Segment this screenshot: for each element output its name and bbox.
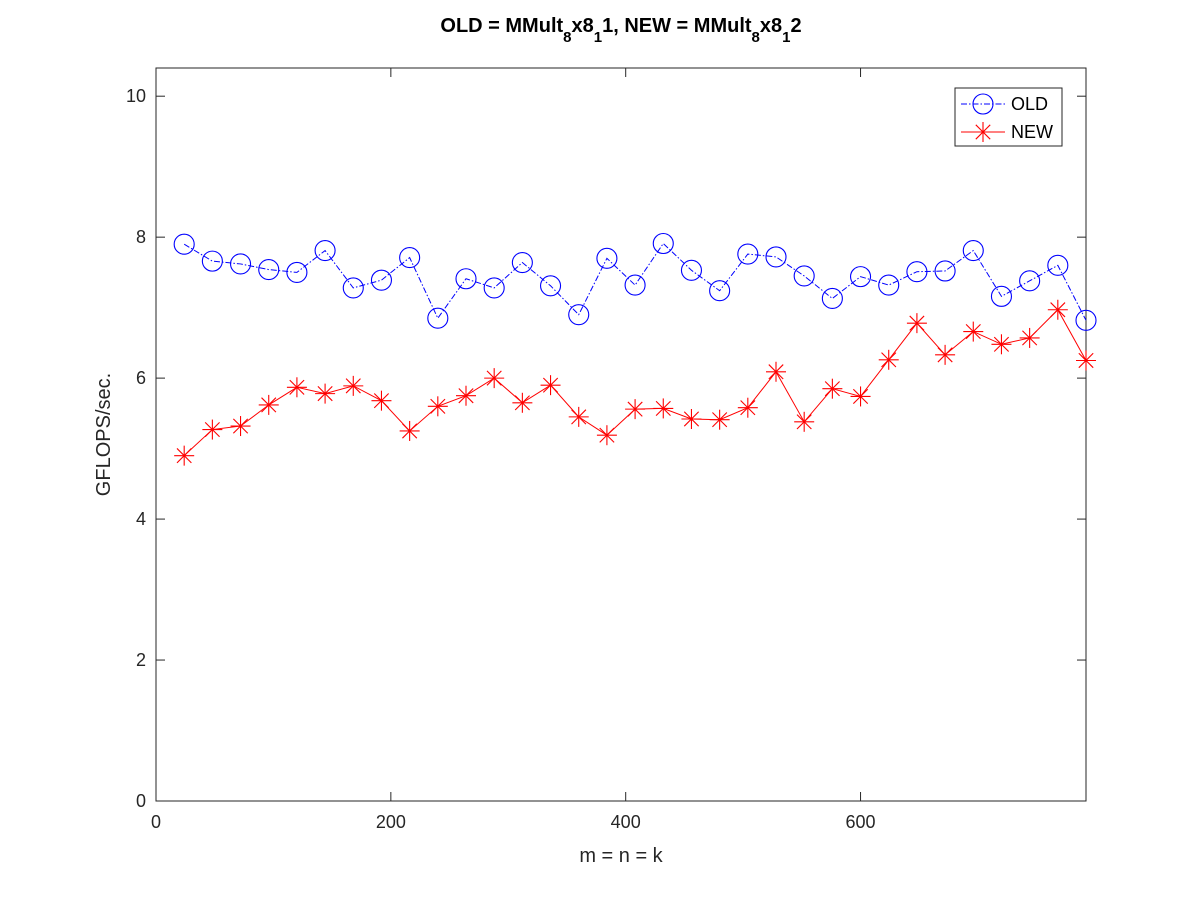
y-tick-label: 8 [136,227,146,247]
data-point-new [1019,327,1040,348]
title-subscript: 1 [782,29,790,46]
data-point-old [624,274,646,296]
data-point-new [399,420,420,441]
legend-marker-new [973,122,993,142]
data-point-new [1076,350,1096,371]
title-segment: 1, NEW = MMult [602,15,752,37]
data-point-new [653,398,674,419]
y-tick-label: 10 [126,86,146,106]
legend-box [954,87,1063,147]
data-point-new [737,397,758,418]
data-point-old [427,307,449,329]
data-point-old [765,246,787,268]
legend: OLD NEW [954,87,1063,147]
data-point-new [709,409,730,430]
data-point-old [934,260,956,282]
data-point-old [539,275,562,297]
data-point-old [906,261,928,283]
data-point-old [370,269,393,291]
data-point-old [455,268,477,290]
data-point-old [201,250,223,272]
data-point-old [680,259,703,281]
series-line-old [183,242,1087,321]
data-point-new [766,361,786,382]
title-subscript: 8 [752,29,760,46]
data-point-old [229,253,252,275]
data-point-new [991,334,1012,355]
data-point-new [681,408,702,429]
data-point-new [202,419,223,440]
data-point-new [230,416,251,437]
x-tick-label: 400 [611,812,641,832]
x-tick-label: 0 [151,812,161,832]
data-point-old [399,247,421,269]
data-point-old [1019,270,1041,292]
data-point-new [1047,299,1068,320]
title-subscript: 1 [594,29,602,46]
data-point-old [878,274,900,296]
data-point-new [568,406,589,427]
data-point-new [625,399,646,420]
data-point-old [849,266,872,288]
data-point-new [794,411,815,432]
data-point-old [483,277,505,299]
data-point-new [906,313,927,334]
data-point-new [822,378,843,399]
title-segment: x8 [572,15,594,37]
data-point-old [737,243,759,265]
data-point-new [371,390,392,411]
x-tick-label: 600 [846,812,876,832]
data-point-new [484,368,505,389]
legend-marker-old [972,93,994,115]
data-point-old [821,287,843,310]
data-point-old [314,239,336,262]
data-point-new [540,375,561,396]
title-segment: OLD = MMult [440,15,563,37]
data-point-old [173,233,195,255]
data-point-old [1075,309,1097,331]
plot-area [155,67,1087,802]
data-point-old [990,285,1013,307]
y-tick-label: 2 [136,650,146,670]
title-segment: x8 [760,15,782,37]
data-point-new [878,349,899,370]
data-point-new [315,383,336,404]
title-segment: 2 [790,15,801,37]
data-point-old [793,265,815,287]
data-point-new [258,394,279,415]
data-point-new [286,377,307,398]
data-point-old [511,251,533,274]
data-point-new [596,425,617,446]
data-point-old [258,259,280,281]
data-point-old [1047,254,1069,276]
x-tick-label: 200 [376,812,406,832]
data-point-new [456,385,476,406]
data-point-new [174,445,195,466]
legend-label-new: NEW [1011,122,1053,142]
x-axis-label: m = n = k [579,845,663,867]
chart-title: OLD = MMult8x811, NEW = MMult8x812 [440,15,801,46]
y-tick-label: 6 [136,368,146,388]
y-tick-label: 0 [136,791,146,811]
data-point-new [512,392,533,413]
data-point-new [935,344,956,365]
data-point-old [596,247,618,269]
data-point-new [427,396,448,417]
data-point-old [709,280,731,302]
data-point-old [286,261,308,283]
data-point-new [963,321,984,342]
data-point-old [342,277,364,299]
data-point-old [652,232,674,255]
data-point-new [343,375,364,396]
data-point-new [850,386,871,407]
legend-label-old: OLD [1011,94,1048,114]
y-tick-label: 4 [136,509,146,529]
y-axis-label: GFLOPS/sec. [93,373,115,496]
title-subscript: 8 [563,29,571,46]
data-point-old [568,304,590,326]
data-point-old [962,239,984,262]
